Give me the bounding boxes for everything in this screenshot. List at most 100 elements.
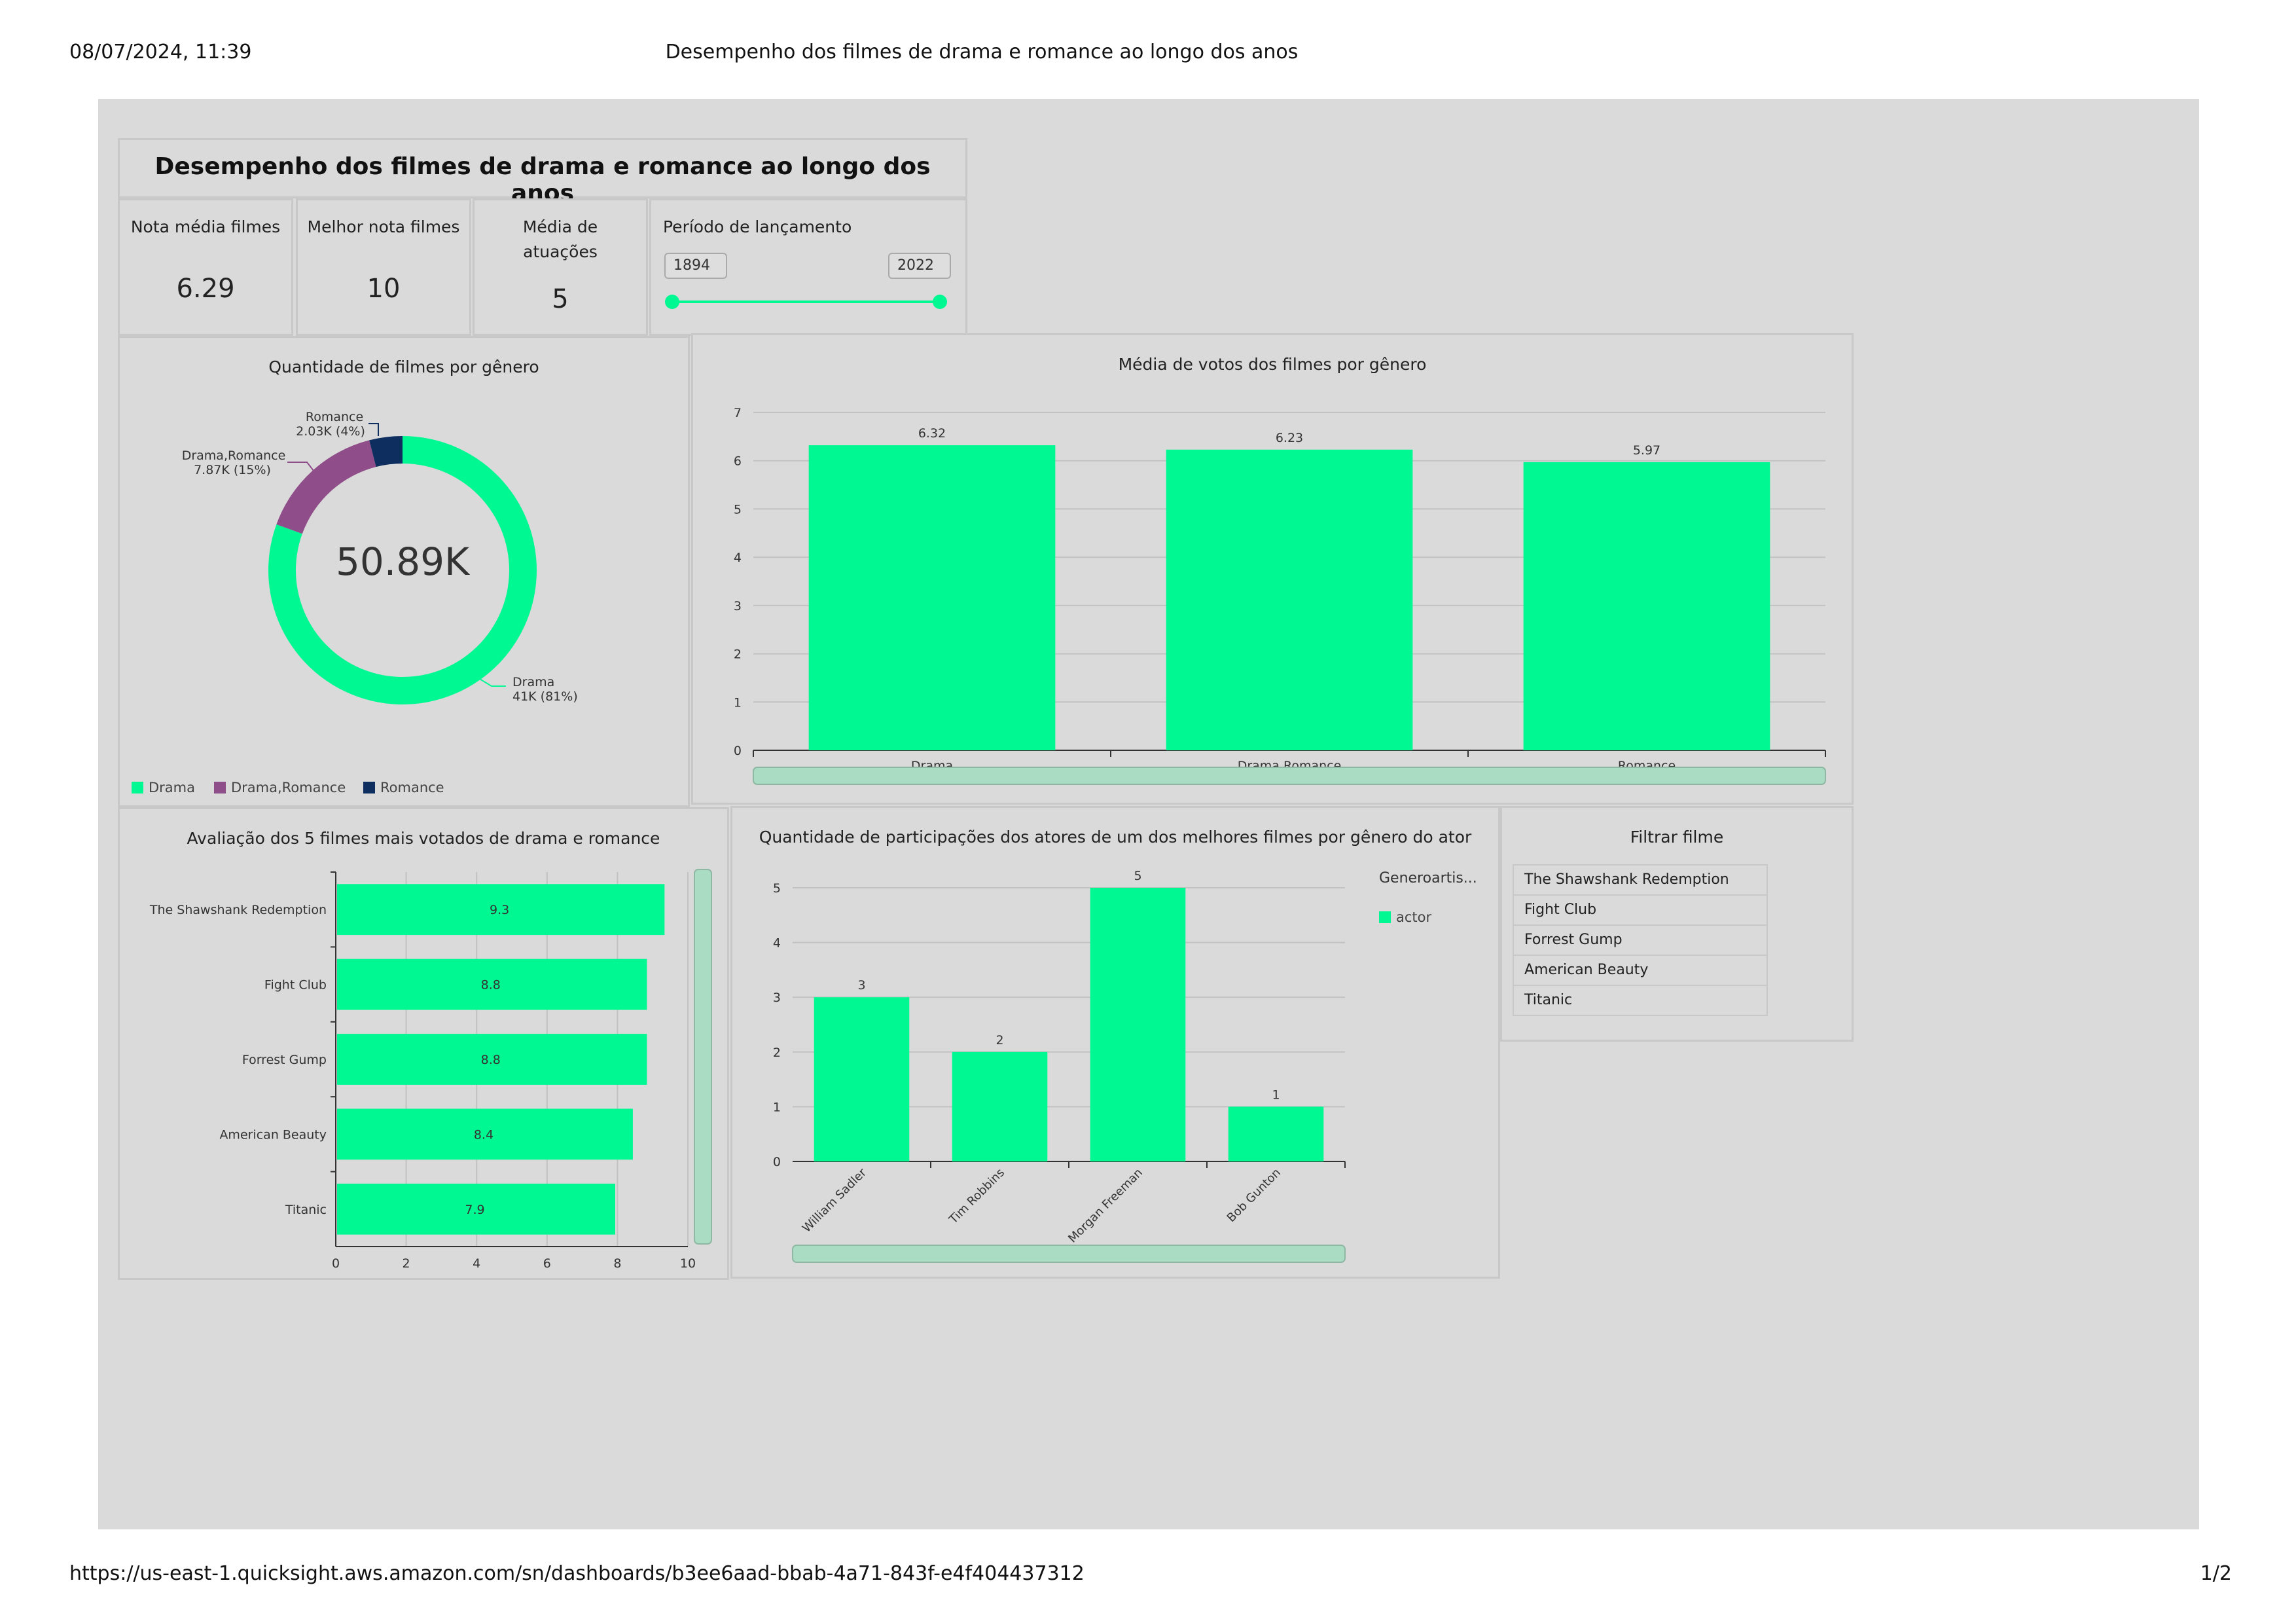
period-slider-track[interactable] xyxy=(672,301,939,303)
kpi-best-rating[interactable]: Melhor nota filmes 10 xyxy=(296,198,471,336)
period-start-input[interactable]: 1894 xyxy=(664,253,727,279)
dashboard-canvas: Desempenho dos filmes de drama e romance… xyxy=(98,99,2199,1529)
kpi-label: Média de atuações xyxy=(522,217,598,261)
donut-slice-romance[interactable] xyxy=(369,436,403,467)
y-tick-label: 0 xyxy=(734,744,742,758)
bar[interactable] xyxy=(337,1034,647,1085)
film-filter-item[interactable]: Fight Club xyxy=(1514,896,1767,926)
bar[interactable] xyxy=(337,958,647,1010)
y-tick-label: American Beauty xyxy=(219,1127,327,1142)
bar[interactable] xyxy=(1228,1106,1324,1161)
bar[interactable] xyxy=(337,1183,616,1235)
legend-title: Generoartis... xyxy=(1379,870,1477,886)
bar[interactable] xyxy=(808,445,1056,750)
bar[interactable] xyxy=(814,997,910,1161)
bar-value-label: 6.32 xyxy=(918,426,946,441)
legend-label[interactable]: Drama,Romance xyxy=(231,780,346,795)
bar-value-label: 5.97 xyxy=(1633,443,1660,458)
bar-value-label: 8.8 xyxy=(481,978,501,993)
y-tick-label: The Shawshank Redemption xyxy=(149,903,327,917)
y-tick-label: 4 xyxy=(773,936,781,951)
y-tick-label: 2 xyxy=(773,1046,781,1060)
legend-swatch-drama-romance xyxy=(214,782,226,793)
chart-title: Quantidade de participações dos atores d… xyxy=(759,828,1472,847)
period-slider-start-handle[interactable] xyxy=(665,295,679,309)
bar[interactable] xyxy=(952,1051,1048,1161)
actors-participation-panel: Quantidade de participações dos atores d… xyxy=(730,806,1500,1279)
slice-label-value: 41K (81%) xyxy=(512,689,578,704)
y-tick-label: 5 xyxy=(773,881,781,896)
bar-value-label: 3 xyxy=(857,978,865,993)
bar-value-label: 5 xyxy=(1134,869,1141,883)
bar-value-label: 9.3 xyxy=(490,903,509,917)
top-films-panel: Avaliação dos 5 filmes mais votados de d… xyxy=(118,807,729,1280)
kpi-value: 6.29 xyxy=(176,274,235,304)
x-tick-label: 6 xyxy=(543,1256,551,1271)
bar-value-label: 7.9 xyxy=(465,1203,484,1217)
y-tick-label: 0 xyxy=(773,1155,781,1169)
votes-by-genre-panel: Média de votos dos filmes por gênero 0 1 2… xyxy=(691,333,1854,805)
print-doc-title: Desempenho dos filmes de drama e romance… xyxy=(665,41,1299,64)
bar-value-label: 6.23 xyxy=(1276,431,1303,445)
print-url: https://us-east-1.quicksight.aws.amazon.… xyxy=(69,1562,1085,1585)
dashboard-title-panel: Desempenho dos filmes de drama e romance… xyxy=(118,138,967,207)
period-label: Período de lançamento xyxy=(663,217,852,236)
horizontal-scrollbar[interactable] xyxy=(753,767,1826,785)
y-tick-label: Forrest Gump xyxy=(242,1053,327,1067)
vertical-scrollbar[interactable] xyxy=(694,869,712,1245)
slice-label-name: Drama xyxy=(512,675,554,689)
bar-value-label: 8.8 xyxy=(481,1053,501,1067)
film-filter-item[interactable]: Forrest Gump xyxy=(1514,926,1767,956)
votes-by-genre-chart: 012345676.32Drama6.23Drama,Romance5.97Ro… xyxy=(734,406,1826,785)
horizontal-scrollbar[interactable] xyxy=(792,1245,1346,1263)
bar-value-label: 2 xyxy=(996,1033,1003,1048)
slice-label-name: Romance xyxy=(306,410,363,424)
bar-value-label: 1 xyxy=(1272,1087,1280,1102)
film-filter-item[interactable]: American Beauty xyxy=(1514,956,1767,986)
y-tick-label: 3 xyxy=(734,599,742,613)
y-tick-label: 1 xyxy=(734,695,742,710)
y-tick-label: 4 xyxy=(734,551,742,565)
x-tick-label: Morgan Freeman xyxy=(1066,1166,1145,1246)
period-slider-end-handle[interactable] xyxy=(933,295,947,309)
kpi-label: Nota média filmes xyxy=(130,217,281,236)
actors-participation-chart: 0 1 2 3 4 5 3 William Sadler 2 Tim Robbins 5 Morgan… xyxy=(773,869,1477,1263)
x-tick-label: William Sadler xyxy=(800,1165,870,1235)
x-tick-label: 4 xyxy=(473,1256,480,1271)
film-filter-item[interactable]: Titanic xyxy=(1524,992,1573,1008)
period-end-input[interactable]: 2022 xyxy=(888,253,951,279)
leader-drama xyxy=(476,676,506,687)
kpi-label: Melhor nota filmes xyxy=(307,217,460,236)
films-by-genre-donut: 50.89K Romance 2.03K (4%) Drama,Romance … xyxy=(132,410,578,795)
slice-label-value: 2.03K (4%) xyxy=(296,424,365,439)
x-tick-label: 10 xyxy=(680,1256,696,1271)
kpi-avg-rating[interactable]: Nota média filmes 6.29 xyxy=(118,198,293,336)
kpi-avg-performances[interactable]: Média de atuações 5 xyxy=(473,198,648,336)
y-tick-label: 2 xyxy=(734,647,742,662)
chart-title: Média de votos dos filmes por gênero xyxy=(1118,355,1427,374)
donut-slice-drama-romance[interactable] xyxy=(276,440,376,534)
bar[interactable] xyxy=(1090,888,1186,1161)
y-tick-label: 3 xyxy=(773,991,781,1005)
print-datetime: 08/07/2024, 11:39 xyxy=(69,41,252,64)
bar[interactable] xyxy=(337,1108,633,1160)
bar[interactable] xyxy=(1523,462,1770,750)
y-tick-label: 7 xyxy=(734,406,742,420)
kpi-value: 5 xyxy=(552,284,569,314)
film-filter-item[interactable]: The Shawshank Redemption xyxy=(1514,866,1767,896)
legend-label[interactable]: Drama xyxy=(149,780,195,795)
legend-label[interactable]: Romance xyxy=(380,780,444,795)
x-tick-label: 2 xyxy=(403,1256,410,1271)
slice-label-name: Drama,Romance xyxy=(182,448,286,463)
x-tick-label: Tim Robbins xyxy=(946,1166,1007,1227)
donut-center-label: 50.89K xyxy=(336,539,471,584)
y-tick-label: Titanic xyxy=(285,1203,327,1217)
legend-swatch-romance xyxy=(363,782,375,793)
slice-label-value: 7.87K (15%) xyxy=(194,463,271,477)
bar[interactable] xyxy=(1166,449,1413,750)
legend-label[interactable]: actor xyxy=(1396,909,1431,925)
film-filter-panel: Filtrar filme The Shawshank Redemption F… xyxy=(1500,806,1854,1042)
y-tick-label: 1 xyxy=(773,1100,781,1114)
bar[interactable] xyxy=(337,884,665,936)
chart-title: Avaliação dos 5 filmes mais votados de d… xyxy=(187,829,660,848)
